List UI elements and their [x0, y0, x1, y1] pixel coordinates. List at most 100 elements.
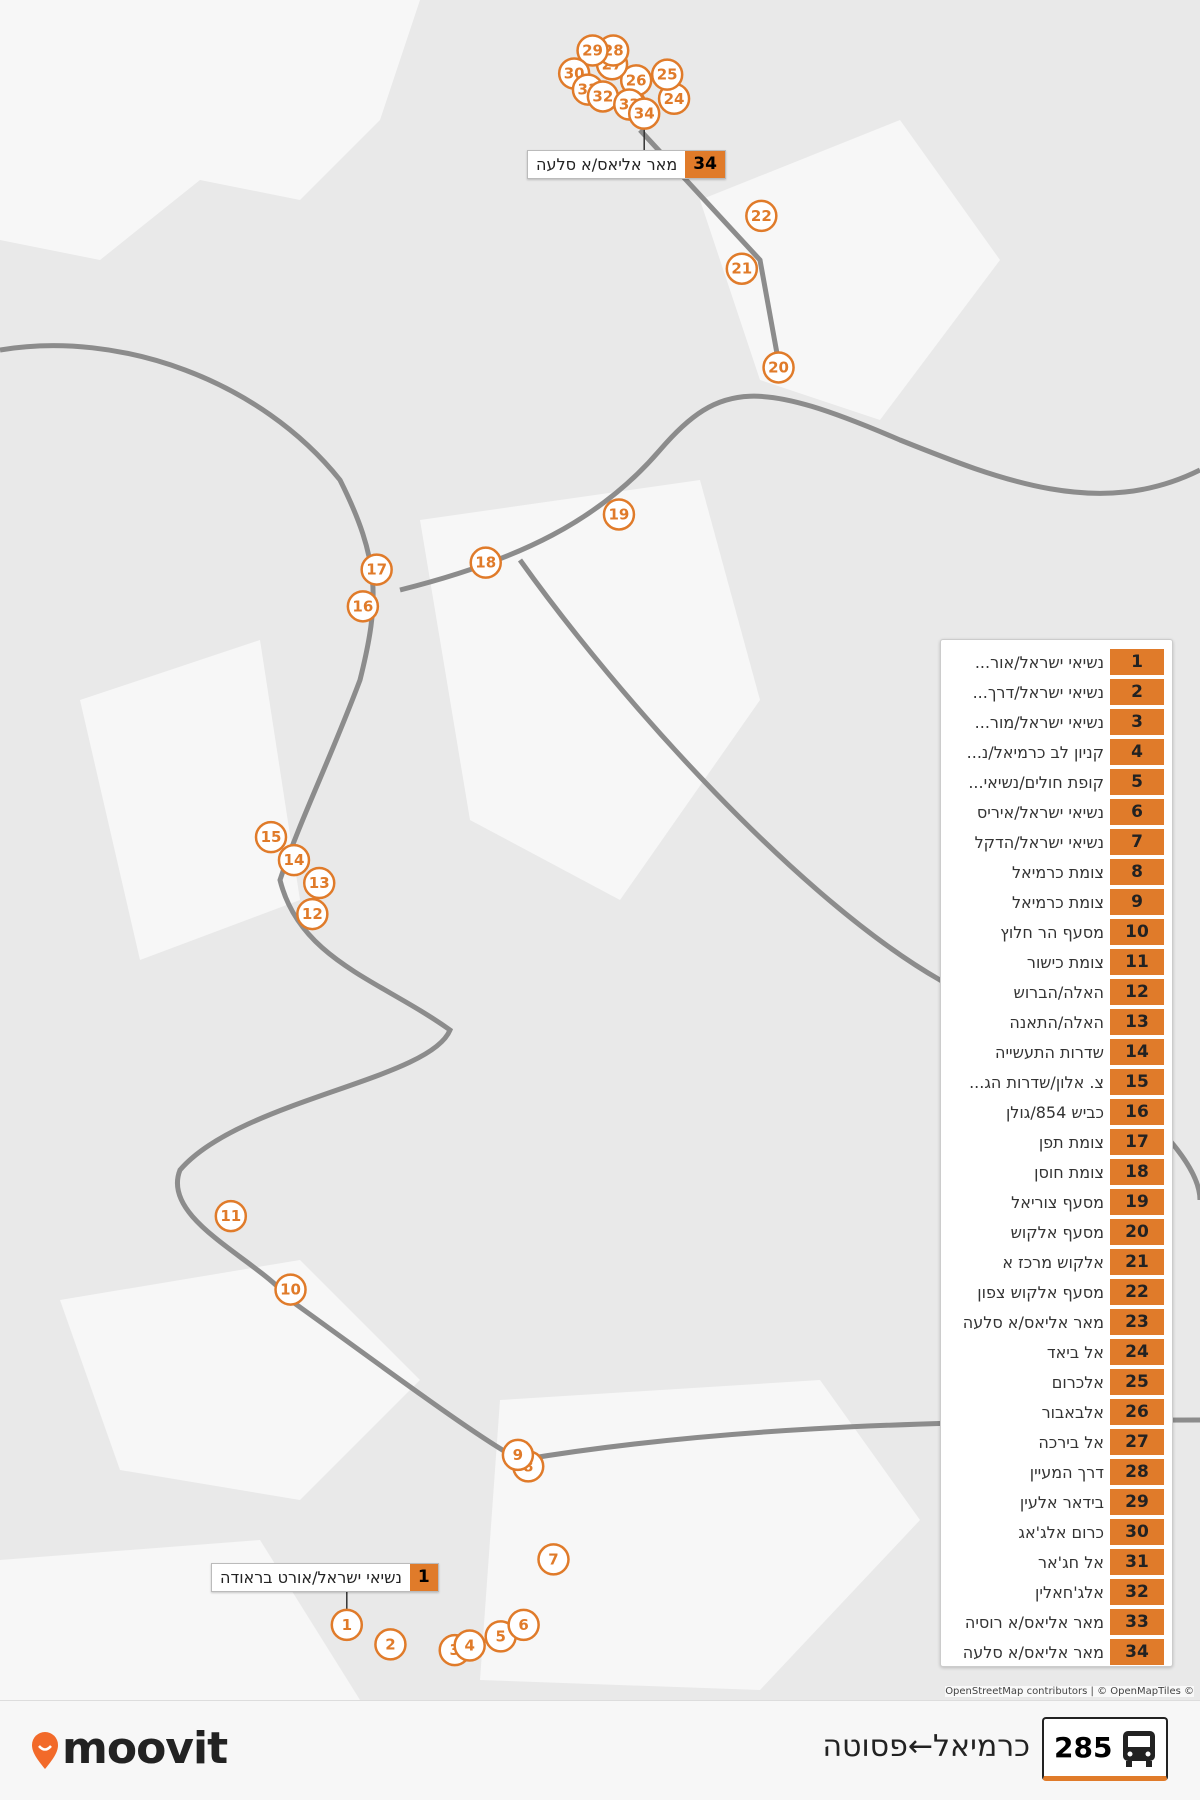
stop-row: קופת חולים/נשיאי... 5 [941, 767, 1172, 797]
footer: moovit כרמיאל←פסוטה 285 [0, 1700, 1200, 1800]
stop-row: צומת כישור 11 [941, 947, 1172, 977]
stop-marker-number: 6 [518, 1616, 528, 1634]
stop-name: אל ביאד [1046, 1342, 1104, 1362]
stop-marker-number: 20 [768, 358, 789, 376]
brand-logo: moovit [62, 1723, 228, 1774]
stop-name: שדרות התעשייה [995, 1042, 1104, 1062]
stop-number: 10 [1110, 919, 1164, 945]
stop-name: מאר אליאס/א סלעה [962, 1642, 1104, 1662]
stop-name: צומת כרמיאל [1011, 862, 1104, 882]
stop-marker-number: 1 [342, 1616, 352, 1634]
route-number: 285 [1054, 1731, 1113, 1764]
stop-row: מאר אליאס/א סלעה 34 [941, 1637, 1172, 1667]
stop-marker-number: 24 [664, 90, 685, 108]
stop-row: אל חג'אר 31 [941, 1547, 1172, 1577]
stop-name: נשיאי ישראל/איריס [976, 802, 1104, 822]
stop-marker-number: 34 [634, 105, 655, 123]
stop-marker [602, 498, 636, 531]
stop-name: אלקוש מרכז א [1002, 1252, 1104, 1272]
stop-number: 30 [1110, 1519, 1164, 1545]
stop-row: אל ביאד 24 [941, 1337, 1172, 1367]
stop-number: 20 [1110, 1219, 1164, 1245]
stop-name: האלה/התאנה [1009, 1012, 1104, 1032]
stop-name: אלבאבור [1041, 1402, 1104, 1422]
stop-marker [330, 1608, 364, 1642]
stop-number: 21 [1110, 1249, 1164, 1275]
stop-marker-number: 12 [302, 905, 323, 923]
stop-row: אלקוש מרכז א 21 [941, 1247, 1172, 1277]
stop-marker [274, 1273, 307, 1306]
stop-number: 9 [1110, 889, 1164, 915]
stop-number: 32 [1110, 1579, 1164, 1605]
stop-row: מסעף צוריאל 19 [941, 1187, 1172, 1217]
stop-number: 25 [1110, 1369, 1164, 1395]
stop-row: נשיאי ישראל/אור... 1 [941, 647, 1172, 677]
stop-list: נשיאי ישראל/אור... 1 נשיאי ישראל/דרך... 2 נש… [940, 639, 1173, 1667]
callout-number: 34 [685, 151, 725, 178]
stop-row: צ. אלון/שדרות הג... 15 [941, 1067, 1172, 1097]
callout-name: נשיאי ישראל/אורט בראודה [220, 1568, 402, 1587]
stop-row: מסעף הר חלוץ 10 [941, 917, 1172, 947]
stop-name: צומת חוסן [1034, 1162, 1104, 1182]
stop-number: 6 [1110, 799, 1164, 825]
stop-row: צומת חוסן 18 [941, 1157, 1172, 1187]
stop-marker-number: 25 [657, 66, 678, 84]
stop-number: 13 [1110, 1009, 1164, 1035]
stop-marker [501, 1438, 535, 1472]
stop-number: 17 [1110, 1129, 1164, 1155]
stop-row: צומת תפן 17 [941, 1127, 1172, 1157]
stop-number: 24 [1110, 1339, 1164, 1365]
stop-marker-number: 5 [495, 1627, 505, 1645]
stop-row: בידאר אלעין 29 [941, 1487, 1172, 1517]
stop-marker [725, 252, 759, 285]
stop-marker [627, 97, 661, 130]
stop-marker [745, 199, 778, 233]
stop-marker-number: 19 [609, 505, 630, 523]
stop-marker [302, 866, 336, 900]
stop-row: מאר אליאס/א רוסיה 33 [941, 1607, 1172, 1637]
stop-row: האלה/הברוש 12 [941, 977, 1172, 1007]
attribution: OpenStreetMap contributors | © OpenMapTi… [945, 1686, 1194, 1697]
stop-marker [537, 1543, 570, 1576]
stop-name: נשיאי ישראל/מור... [974, 712, 1104, 732]
stop-number: 5 [1110, 769, 1164, 795]
stop-name: צ. אלון/שדרות הג... [969, 1072, 1104, 1092]
stop-marker-number: 17 [366, 561, 387, 579]
stop-name: קניון לב כרמיאל/נ... [966, 742, 1104, 762]
stop-row: כרום אלג'אג 30 [941, 1517, 1172, 1547]
stop-number: 7 [1110, 829, 1164, 855]
stop-row: דרך המעיין 28 [941, 1457, 1172, 1487]
stop-row: אל בירכה 27 [941, 1427, 1172, 1457]
stop-row: האלה/התאנה 13 [941, 1007, 1172, 1037]
stop-marker [346, 590, 380, 623]
stop-number: 34 [1110, 1639, 1164, 1665]
stop-number: 33 [1110, 1609, 1164, 1635]
logo-pin [32, 1732, 58, 1769]
stop-number: 14 [1110, 1039, 1164, 1065]
stop-name: אל בירכה [1038, 1432, 1104, 1452]
stop-name: מסעף הר חלוץ [1000, 922, 1104, 942]
stop-name: מאר אליאס/א רוסיה [964, 1612, 1104, 1632]
route-name: כרמיאל←פסוטה [822, 1729, 1030, 1764]
callout-name: מאר אליאס/א סלעה [536, 155, 678, 174]
stop-number: 2 [1110, 679, 1164, 705]
stop-name: צומת כרמיאל [1011, 892, 1104, 912]
stop-name: מאר אליאס/א סלעה [962, 1312, 1104, 1332]
stop-marker-number: 4 [464, 1637, 474, 1655]
stop-row: צומת כרמיאל 9 [941, 887, 1172, 917]
stop-number: 1 [1110, 649, 1164, 675]
stop-number: 31 [1110, 1549, 1164, 1575]
stop-marker-number: 14 [284, 851, 305, 869]
stop-marker [277, 843, 311, 877]
stop-number: 26 [1110, 1399, 1164, 1425]
stop-marker-number: 18 [475, 554, 496, 572]
stop-row: שדרות התעשייה 14 [941, 1037, 1172, 1067]
stop-row: אלג'חאלין 32 [941, 1577, 1172, 1607]
route-badge: 285 [1042, 1717, 1168, 1781]
stop-name: אלכרום [1051, 1372, 1104, 1392]
stop-marker-number: 21 [731, 260, 752, 278]
stop-name: נשיאי ישראל/דרך... [972, 682, 1104, 702]
stop-row: נשיאי ישראל/הדקל 7 [941, 827, 1172, 857]
stop-number: 19 [1110, 1189, 1164, 1215]
stop-marker-number: 22 [751, 207, 772, 225]
